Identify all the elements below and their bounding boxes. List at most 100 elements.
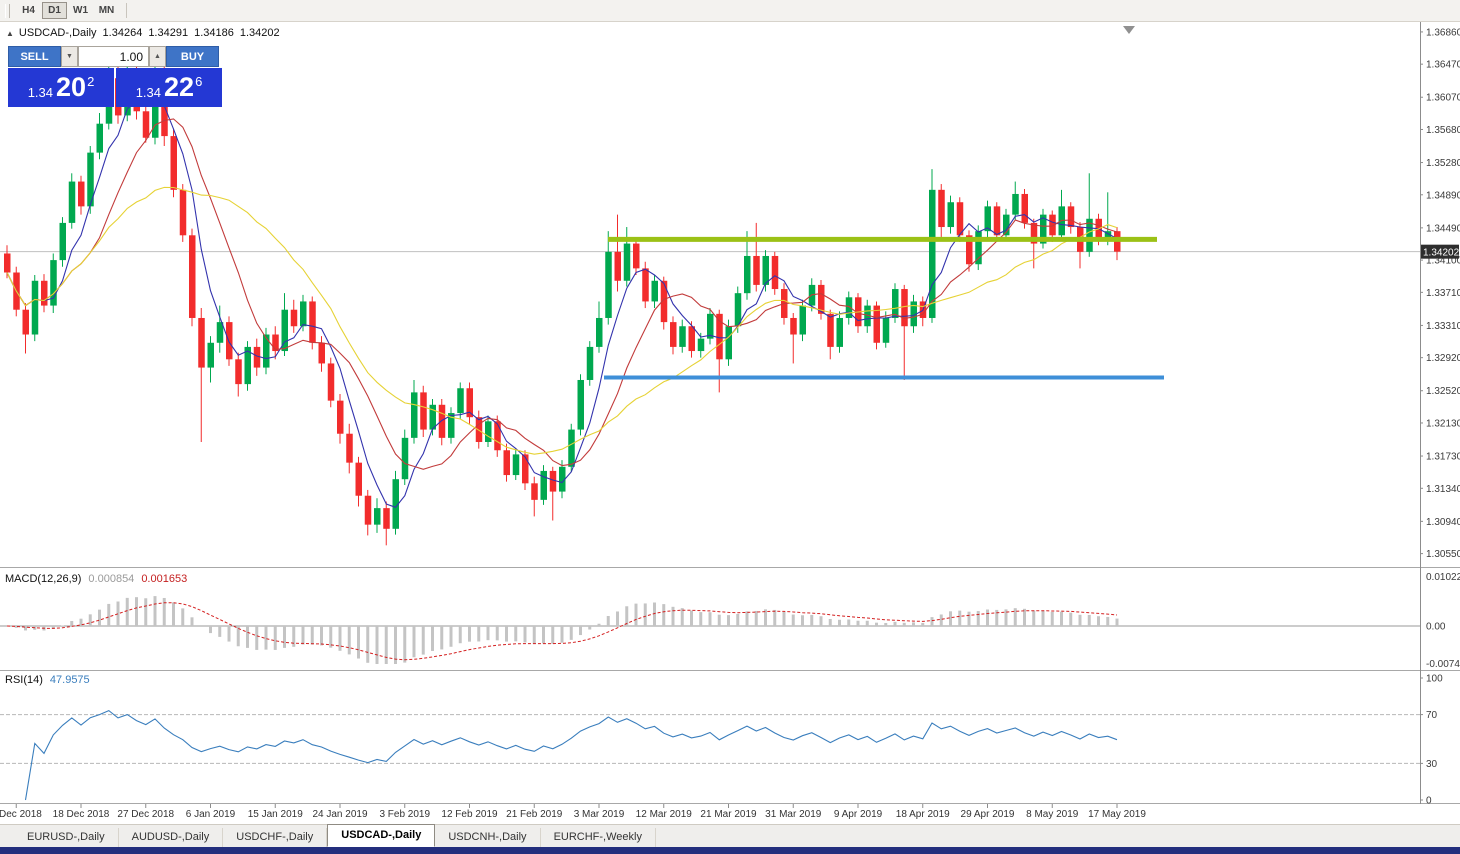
chart-tab-eurchf-weekly[interactable]: EURCHF-,Weekly bbox=[541, 828, 656, 847]
macd-label: MACD(12,26,9) bbox=[5, 573, 82, 585]
candle-body bbox=[697, 338, 705, 352]
svg-text:8 May 2019: 8 May 2019 bbox=[1026, 809, 1079, 820]
candle-body bbox=[512, 454, 520, 476]
candle-body bbox=[337, 400, 344, 434]
axes-layer: 1.36860 1.36470 1.36070 1.35680 1.35280 1.348… bbox=[0, 22, 1460, 804]
period-button-w1[interactable]: W1 bbox=[73, 5, 88, 16]
svg-text:1.36470: 1.36470 bbox=[1426, 60, 1460, 71]
svg-text:1.36070: 1.36070 bbox=[1426, 93, 1460, 104]
svg-text:24 Jan 2019: 24 Jan 2019 bbox=[312, 809, 367, 820]
period-button-mn[interactable]: MN bbox=[98, 5, 115, 16]
buy-price-display[interactable]: 1.34 22 6 bbox=[116, 68, 222, 107]
chart-shift-marker-icon bbox=[1123, 26, 1135, 34]
candle-body bbox=[734, 293, 742, 327]
svg-text:1.32130: 1.32130 bbox=[1426, 418, 1460, 429]
chart-canvas[interactable]: 1.368601.364701.360701.356801.352801.348… bbox=[0, 22, 1460, 824]
candle-body bbox=[198, 317, 205, 368]
candle-body bbox=[771, 255, 779, 290]
candle-body bbox=[189, 235, 196, 318]
candle-body bbox=[78, 181, 85, 207]
chart-tab-bar: EURUSD-,Daily AUDUSD-,Daily USDCHF-,Daily U… bbox=[0, 824, 1460, 847]
volume-input[interactable] bbox=[78, 46, 149, 67]
svg-text:0.00: 0.00 bbox=[1426, 621, 1446, 632]
ma-line-20 bbox=[6, 186, 1118, 455]
svg-text:1.34890: 1.34890 bbox=[1426, 190, 1460, 201]
svg-text:1.34100: 1.34100 bbox=[1426, 256, 1460, 267]
candle-body bbox=[216, 322, 224, 343]
toolbar-separator bbox=[126, 3, 127, 18]
sell-price-prefix: 1.34 bbox=[27, 84, 54, 100]
volume-up-button[interactable]: ▲ bbox=[149, 46, 166, 67]
candle-body bbox=[327, 363, 335, 401]
svg-text:31 Mar 2019: 31 Mar 2019 bbox=[765, 809, 822, 820]
svg-text:1.31340: 1.31340 bbox=[1426, 484, 1460, 495]
ohlc-low: 1.34186 bbox=[194, 27, 234, 39]
candle-body bbox=[882, 317, 890, 343]
svg-text:12 Mar 2019: 12 Mar 2019 bbox=[636, 809, 693, 820]
candle-body bbox=[762, 255, 769, 285]
sell-button[interactable]: SELL bbox=[8, 46, 61, 67]
candle-body bbox=[753, 255, 760, 285]
candle-body bbox=[31, 280, 39, 335]
period-button-d1[interactable]: D1 bbox=[42, 2, 67, 19]
candle-body bbox=[975, 231, 982, 265]
candle-body bbox=[901, 289, 908, 327]
candle-body bbox=[1021, 193, 1028, 223]
candle-body bbox=[22, 309, 29, 335]
candle-body bbox=[744, 255, 751, 294]
chart-tab-audusd-daily[interactable]: AUDUSD-,Daily bbox=[119, 828, 224, 847]
candle-body bbox=[346, 433, 353, 463]
chart-tab-usdcad-daily[interactable]: USDCAD-,Daily bbox=[327, 824, 436, 847]
candle-body bbox=[170, 136, 177, 190]
sell-price-display[interactable]: 1.34 20 2 bbox=[8, 68, 114, 107]
candle-body bbox=[411, 392, 418, 438]
candle-body bbox=[1086, 218, 1093, 252]
candle-body bbox=[725, 326, 732, 360]
svg-text:29 Apr 2019: 29 Apr 2019 bbox=[961, 809, 1015, 820]
candle-body bbox=[300, 301, 307, 327]
chart-window[interactable]: 1.36860 1.36470 1.36070 1.35680 1.35280 1.348… bbox=[0, 22, 1460, 824]
sell-price-pips: 20 bbox=[56, 72, 87, 102]
candle-body bbox=[309, 301, 316, 343]
buy-button[interactable]: BUY bbox=[166, 46, 219, 67]
svg-text:21 Mar 2019: 21 Mar 2019 bbox=[700, 809, 757, 820]
candle-body bbox=[892, 289, 899, 318]
candle-body bbox=[364, 495, 372, 525]
candle-body bbox=[670, 322, 677, 347]
candle-body bbox=[244, 346, 251, 385]
candle-body bbox=[59, 222, 66, 261]
candle-body bbox=[4, 253, 11, 273]
candle-body bbox=[929, 189, 936, 318]
ohlc-high: 1.34291 bbox=[148, 27, 189, 39]
candle-body bbox=[716, 313, 723, 360]
chart-tab-eurusd-daily[interactable]: EURUSD-,Daily bbox=[14, 828, 119, 847]
chart-tab-usdchf-daily[interactable]: USDCHF-,Daily bbox=[223, 828, 328, 847]
ma-line-5 bbox=[6, 99, 1118, 508]
volume-down-button[interactable]: ▼ bbox=[61, 46, 78, 67]
candle-body bbox=[374, 508, 381, 525]
candle-body bbox=[623, 243, 631, 281]
candle-body bbox=[429, 404, 436, 430]
svg-text:1.36860: 1.36860 bbox=[1426, 27, 1460, 38]
sell-price-pipette: 2 bbox=[87, 74, 95, 89]
candle-body bbox=[568, 429, 575, 467]
candle-body bbox=[660, 280, 668, 323]
chart-tab-usdcnh-daily[interactable]: USDCNH-,Daily bbox=[435, 828, 541, 847]
candle-body bbox=[1012, 193, 1019, 215]
candle-body bbox=[475, 417, 483, 442]
candle-body bbox=[263, 334, 270, 368]
candle-body bbox=[1067, 206, 1075, 228]
candle-body bbox=[799, 305, 806, 335]
toolbar-grip[interactable] bbox=[5, 3, 10, 18]
candle-body bbox=[1104, 231, 1112, 240]
trade-panel-collapse-icon[interactable]: ▲ bbox=[6, 28, 14, 38]
candle-body bbox=[420, 392, 427, 430]
candle-body bbox=[938, 189, 945, 228]
period-button-h4[interactable]: H4 bbox=[22, 5, 35, 16]
candle-body bbox=[50, 260, 57, 306]
chart-ohlc-header: ▲ USDCAD-,Daily 1.34264 1.34291 1.34186 … bbox=[6, 27, 280, 39]
candle-body bbox=[818, 284, 825, 314]
rsi-label: RSI(14) bbox=[5, 674, 43, 686]
candle-body bbox=[179, 189, 187, 236]
